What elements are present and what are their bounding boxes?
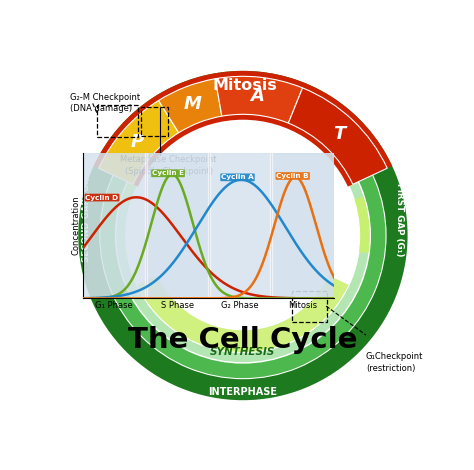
Wedge shape: [158, 78, 222, 133]
Wedge shape: [116, 109, 370, 362]
Text: Cyclin D: Cyclin D: [85, 195, 118, 201]
Wedge shape: [215, 76, 302, 123]
Wedge shape: [351, 196, 370, 253]
Text: Mitosis: Mitosis: [212, 78, 277, 93]
Text: Metaphase Checkpoint
(Spindle Checkpoint): Metaphase Checkpoint (Spindle Checkpoint…: [120, 155, 217, 176]
Y-axis label: Concentration: Concentration: [71, 196, 80, 255]
Bar: [209, 153, 271, 298]
Text: T: T: [333, 125, 346, 143]
Bar: [145, 153, 146, 298]
Text: A: A: [251, 87, 264, 105]
Text: P: P: [131, 133, 144, 151]
Wedge shape: [100, 93, 385, 378]
Text: The Cell Cycle: The Cell Cycle: [128, 327, 358, 354]
Text: G₂-M Checkpoint
(DNA damage): G₂-M Checkpoint (DNA damage): [70, 93, 140, 113]
Text: Cyclin B: Cyclin B: [276, 173, 309, 179]
Text: SYNTHESIS: SYNTHESIS: [210, 347, 275, 357]
Text: SECOND GAP (G₂): SECOND GAP (G₂): [82, 176, 91, 262]
Text: G₁Checkpoint
(restriction): G₁Checkpoint (restriction): [366, 352, 423, 373]
Bar: [146, 153, 209, 298]
Wedge shape: [122, 168, 146, 202]
Wedge shape: [288, 88, 387, 184]
Bar: [271, 153, 334, 298]
Text: Cyclin E: Cyclin E: [152, 170, 184, 176]
Wedge shape: [78, 71, 408, 400]
Wedge shape: [137, 275, 348, 352]
Text: FIRST GAP (G₁): FIRST GAP (G₁): [395, 182, 404, 256]
Text: Cyclin A: Cyclin A: [221, 174, 254, 180]
Wedge shape: [99, 101, 179, 184]
Text: M: M: [183, 95, 201, 113]
Text: INTERPHASE: INTERPHASE: [209, 387, 277, 397]
Circle shape: [127, 119, 359, 352]
Bar: [208, 153, 210, 298]
Bar: [271, 153, 272, 298]
Wedge shape: [94, 71, 392, 187]
Bar: [83, 153, 146, 298]
